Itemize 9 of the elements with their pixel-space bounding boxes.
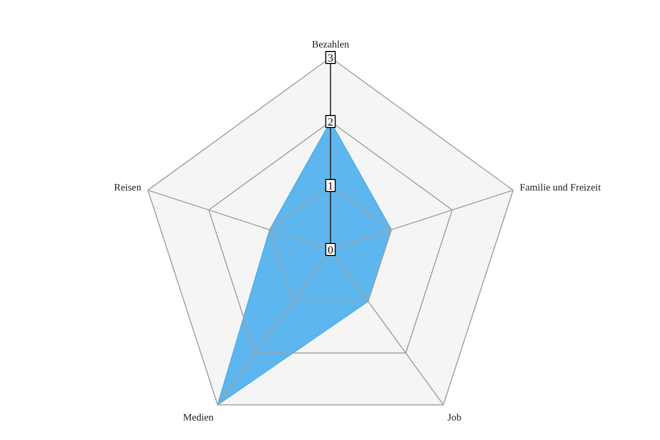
spoke-label: Bezahlen (312, 40, 350, 50)
y-tick-label: 2 (328, 116, 334, 128)
y-tick-label: 0 (328, 244, 334, 256)
spoke-label: Job (447, 412, 462, 424)
y-tick-label: 1 (328, 180, 334, 192)
spoke-label: Reisen (114, 182, 142, 194)
y-tick-label: 3 (328, 52, 334, 64)
spoke-label: Familie und Freizeit (520, 182, 602, 194)
spoke-label: Medien (182, 412, 214, 424)
